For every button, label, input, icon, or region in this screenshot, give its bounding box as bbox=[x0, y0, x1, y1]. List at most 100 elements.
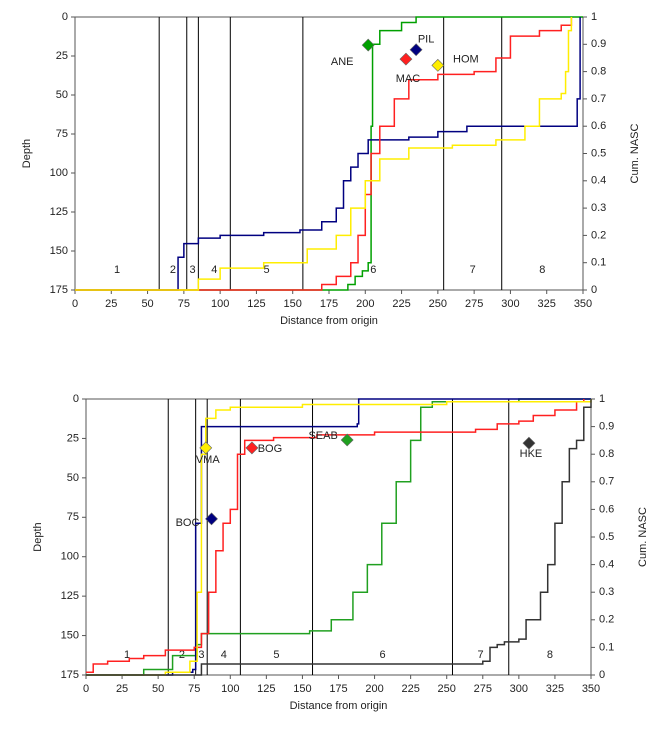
zone-label: 7 bbox=[470, 264, 476, 276]
y2-tick-label: 0.7 bbox=[591, 93, 606, 105]
x-tick-label: 325 bbox=[538, 298, 556, 310]
plot-frame bbox=[85, 398, 592, 676]
y-tick-label: 0 bbox=[73, 393, 79, 405]
x-tick-label: 225 bbox=[392, 298, 410, 310]
zone-label: 4 bbox=[221, 649, 227, 661]
y2-tick-label: 0.8 bbox=[599, 448, 614, 460]
cum-nasc-line bbox=[86, 399, 585, 673]
species-label: HOM bbox=[453, 53, 479, 65]
zone-label: 6 bbox=[379, 649, 385, 661]
y-tick-label: 175 bbox=[61, 669, 79, 681]
y2-tick-label: 0.1 bbox=[591, 257, 606, 269]
y2-tick-label: 0.1 bbox=[599, 641, 614, 653]
species-label: ANE bbox=[331, 56, 354, 68]
y2-tick-label: 0.3 bbox=[591, 202, 606, 214]
species-label: BOG bbox=[258, 443, 282, 455]
species-marker bbox=[199, 441, 213, 455]
y2-tick-label: 0.3 bbox=[599, 586, 614, 598]
y2-tick-label: 0.5 bbox=[591, 147, 606, 159]
zone-label: 5 bbox=[264, 264, 270, 276]
y-tick-label: 100 bbox=[50, 167, 68, 179]
y-tick-label: 125 bbox=[61, 590, 79, 602]
zone-label: 2 bbox=[170, 264, 176, 276]
zone-label: 8 bbox=[547, 649, 553, 661]
x-tick-label: 300 bbox=[501, 298, 519, 310]
y-tick-label: 150 bbox=[61, 629, 79, 641]
zone-label: 1 bbox=[124, 649, 130, 661]
zone-label: 4 bbox=[211, 264, 217, 276]
y-tick-label: 75 bbox=[67, 511, 79, 523]
species-marker bbox=[340, 433, 354, 447]
zone-label: 6 bbox=[370, 264, 376, 276]
x-tick-label: 150 bbox=[284, 298, 302, 310]
species-marker bbox=[522, 436, 536, 450]
x-axis-title: Distance from origin bbox=[280, 315, 378, 327]
x-tick-label: 225 bbox=[401, 683, 419, 695]
y2-tick-label: 0 bbox=[591, 284, 597, 296]
species-label: PIL bbox=[418, 34, 435, 46]
y-axis-title: Depth bbox=[32, 522, 44, 551]
x-tick-label: 200 bbox=[356, 298, 374, 310]
x-tick-label: 175 bbox=[320, 298, 338, 310]
y2-tick-label: 0.2 bbox=[591, 229, 606, 241]
cum-nasc-line bbox=[86, 399, 592, 676]
y-tick-label: 100 bbox=[61, 551, 79, 563]
zone-label: 3 bbox=[198, 649, 204, 661]
y2-tick-label: 0 bbox=[599, 669, 605, 681]
species-label: SEAB bbox=[308, 430, 337, 442]
x-tick-label: 75 bbox=[178, 298, 190, 310]
x-tick-label: 275 bbox=[474, 683, 492, 695]
y-tick-label: 150 bbox=[50, 245, 68, 257]
y-tick-label: 25 bbox=[56, 50, 68, 62]
y2-tick-label: 0.4 bbox=[591, 175, 606, 187]
y2-tick-label: 0.4 bbox=[599, 559, 614, 571]
species-marker bbox=[399, 52, 413, 66]
x-tick-label: 250 bbox=[429, 298, 447, 310]
x-tick-label: 250 bbox=[438, 683, 456, 695]
y2-tick-label: 0.6 bbox=[599, 503, 614, 515]
x-tick-label: 100 bbox=[211, 298, 229, 310]
species-marker bbox=[245, 441, 259, 455]
zone-label: 7 bbox=[478, 649, 484, 661]
species-label: HKE bbox=[520, 448, 543, 460]
x-tick-label: 25 bbox=[105, 298, 117, 310]
y-tick-label: 125 bbox=[50, 206, 68, 218]
y-tick-label: 50 bbox=[56, 89, 68, 101]
y2-axis-title: Cum. NASC bbox=[637, 507, 649, 567]
species-marker bbox=[431, 58, 445, 72]
x-tick-label: 275 bbox=[465, 298, 483, 310]
y-tick-label: 175 bbox=[50, 284, 68, 296]
x-tick-label: 125 bbox=[247, 298, 265, 310]
y-tick-label: 75 bbox=[56, 128, 68, 140]
y-tick-label: 0 bbox=[62, 11, 68, 23]
x-tick-label: 350 bbox=[582, 683, 600, 695]
y2-tick-label: 0.6 bbox=[591, 120, 606, 132]
species-marker bbox=[205, 512, 218, 526]
y2-tick-label: 1 bbox=[599, 393, 605, 405]
species-marker bbox=[409, 43, 423, 57]
species-marker bbox=[361, 38, 375, 52]
y-axis-title: Depth bbox=[21, 139, 33, 168]
y-tick-label: 25 bbox=[67, 432, 79, 444]
species-label: BOC bbox=[176, 517, 200, 529]
y2-tick-label: 0.8 bbox=[591, 66, 606, 78]
cum-nasc-line bbox=[86, 398, 591, 676]
y2-tick-label: 0.2 bbox=[599, 614, 614, 626]
x-tick-label: 300 bbox=[510, 683, 528, 695]
species-label: MAC bbox=[396, 73, 421, 85]
x-axis-title: Distance from origin bbox=[290, 700, 388, 712]
cum-nasc-line bbox=[86, 398, 591, 676]
cum-nasc-line bbox=[86, 399, 592, 676]
y2-tick-label: 0.7 bbox=[599, 476, 614, 488]
zone-label: 3 bbox=[190, 264, 196, 276]
zone-label: 1 bbox=[114, 264, 120, 276]
x-tick-label: 75 bbox=[188, 683, 200, 695]
x-tick-label: 0 bbox=[72, 298, 78, 310]
cum-nasc-line bbox=[75, 16, 583, 291]
x-tick-label: 0 bbox=[83, 683, 89, 695]
y2-tick-label: 0.5 bbox=[599, 531, 614, 543]
x-tick-label: 100 bbox=[221, 683, 239, 695]
zone-label: 2 bbox=[179, 649, 185, 661]
x-tick-label: 50 bbox=[152, 683, 164, 695]
y2-tick-label: 0.9 bbox=[599, 421, 614, 433]
